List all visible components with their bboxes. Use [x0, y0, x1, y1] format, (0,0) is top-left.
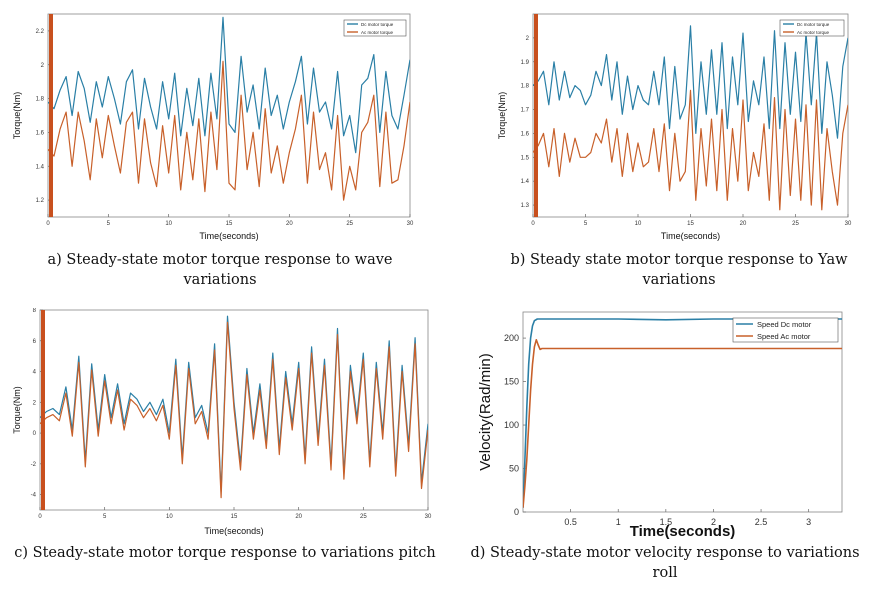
y-tick-label: 1.7 — [521, 108, 530, 114]
y-tick-label: 1.2 — [36, 198, 45, 204]
y-tick-label: 1.5 — [521, 155, 530, 161]
y-tick-label: 6 — [33, 339, 37, 345]
x-tick-label: 15 — [226, 221, 233, 227]
x-tick-label: 10 — [165, 221, 172, 227]
y-tick-label: 0 — [514, 507, 519, 517]
y-tick-label: 1.6 — [521, 131, 530, 137]
series-line-2 — [40, 321, 428, 499]
y-axis-label: Torque(Nm) — [12, 386, 22, 434]
y-axis-label: Torque(Nm) — [12, 92, 22, 140]
series-line-1 — [48, 16, 410, 154]
series-line-1 — [523, 318, 842, 508]
y-tick-label: 0 — [33, 431, 37, 437]
x-tick-label: 30 — [407, 221, 414, 227]
x-tick-label: 20 — [740, 221, 747, 227]
legend-label: Speed Ac motor — [757, 332, 811, 341]
legend-box — [732, 317, 839, 343]
x-axis-label: Time(seconds) — [661, 231, 720, 241]
y-axis-label: Velocity(Rad/min) — [478, 353, 494, 471]
caption-a: a) Steady-state motor torque response to… — [47, 252, 393, 288]
x-tick-label: 25 — [360, 514, 367, 520]
x-tick-label: 25 — [792, 221, 799, 227]
y-tick-label: 1.6 — [36, 130, 45, 136]
x-tick-label: 0 — [46, 221, 50, 227]
transient-bar — [41, 310, 45, 510]
y-tick-label: -2 — [31, 462, 37, 468]
legend-label: Dc motor torque — [361, 22, 394, 27]
chart-pitch-torque: 0 5 10 15 20 25 30 -4 -2 0 2 4 6 8 Time(seconds) Torque… — [12, 308, 432, 536]
legend-label: Speed Dc motor — [757, 320, 812, 329]
x-tick-label: 30 — [425, 514, 432, 520]
x-tick-label: 1.5 — [660, 517, 673, 527]
caption-c: c) Steady-state motor torque response to… — [14, 545, 436, 561]
series-line-2 — [48, 60, 410, 201]
y-tick-label: 2.2 — [36, 29, 45, 35]
chart-roll-velocity: 0.5 1 1.5 2 2.5 3 0 50 100 150 200 Time(seconds) Vel… — [478, 311, 843, 540]
x-tick-label: 0 — [531, 221, 535, 227]
x-tick-label: 2 — [711, 517, 716, 527]
x-tick-label: 0.5 — [564, 517, 577, 527]
x-tick-label: 1 — [616, 517, 621, 527]
x-tick-label: 3 — [806, 517, 811, 527]
y-tick-label: 2 — [33, 400, 37, 406]
caption-d: d) Steady-state motor velocity response … — [470, 545, 860, 581]
chart-wave-torque: 0 5 10 15 20 25 30 1.2 1.4 1.6 1.8 2 2.2 Time(seconds… — [12, 13, 414, 241]
y-tick-label: 4 — [33, 370, 37, 376]
y-tick-label: 1.9 — [521, 60, 530, 66]
y-tick-label: 8 — [33, 308, 37, 314]
series-line-1 — [533, 25, 848, 139]
x-tick-label: 0 — [38, 514, 42, 520]
series-line-2 — [523, 338, 842, 508]
x-axis-label: Time(seconds) — [204, 526, 263, 536]
x-tick-label: 10 — [635, 221, 642, 227]
transient-bar — [49, 14, 53, 217]
x-tick-label: 15 — [231, 514, 238, 520]
y-tick-label: 1.8 — [36, 97, 45, 103]
y-tick-label: 1.8 — [521, 84, 530, 90]
x-tick-label: 15 — [687, 221, 694, 227]
legend-label: Ac motor torque — [361, 30, 394, 35]
legend-box — [779, 19, 845, 37]
x-tick-label: 2.5 — [755, 517, 768, 527]
legend-box — [343, 19, 407, 37]
legend-label: Dc motor torque — [797, 22, 830, 27]
y-axis-label: Torque(Nm) — [497, 92, 507, 140]
legend-label: Ac motor torque — [797, 30, 830, 35]
x-axis-label: Time(seconds) — [630, 523, 736, 540]
y-tick-label: 200 — [504, 333, 519, 343]
x-tick-label: 10 — [166, 514, 173, 520]
y-tick-label: 2 — [41, 63, 45, 69]
transient-bar — [534, 14, 538, 217]
x-tick-label: 20 — [295, 514, 302, 520]
x-axis-label: Time(seconds) — [199, 231, 258, 241]
x-tick-label: 30 — [845, 221, 852, 227]
y-tick-label: 50 — [509, 464, 519, 474]
x-tick-label: 5 — [107, 221, 111, 227]
caption-b: b) Steady state motor torque response to… — [510, 252, 848, 288]
y-tick-label: 2 — [526, 36, 530, 42]
y-tick-label: 100 — [504, 420, 519, 430]
plot-area — [532, 13, 849, 218]
y-tick-label: 150 — [504, 377, 519, 387]
x-tick-label: 25 — [346, 221, 353, 227]
y-tick-label: 1.3 — [521, 203, 530, 209]
chart-yaw-torque: 0 5 10 15 20 25 30 1.3 1.4 1.5 1.6 1.7 1.8 1.9 2 Time(s… — [497, 13, 852, 241]
y-tick-label: 1.4 — [36, 164, 45, 170]
y-tick-label: -4 — [31, 493, 37, 499]
x-tick-label: 20 — [286, 221, 293, 227]
plot-area — [522, 311, 843, 513]
x-tick-label: 5 — [584, 221, 588, 227]
y-tick-label: 1.4 — [521, 179, 530, 185]
series-line-2 — [533, 89, 848, 211]
x-tick-label: 5 — [103, 514, 107, 520]
